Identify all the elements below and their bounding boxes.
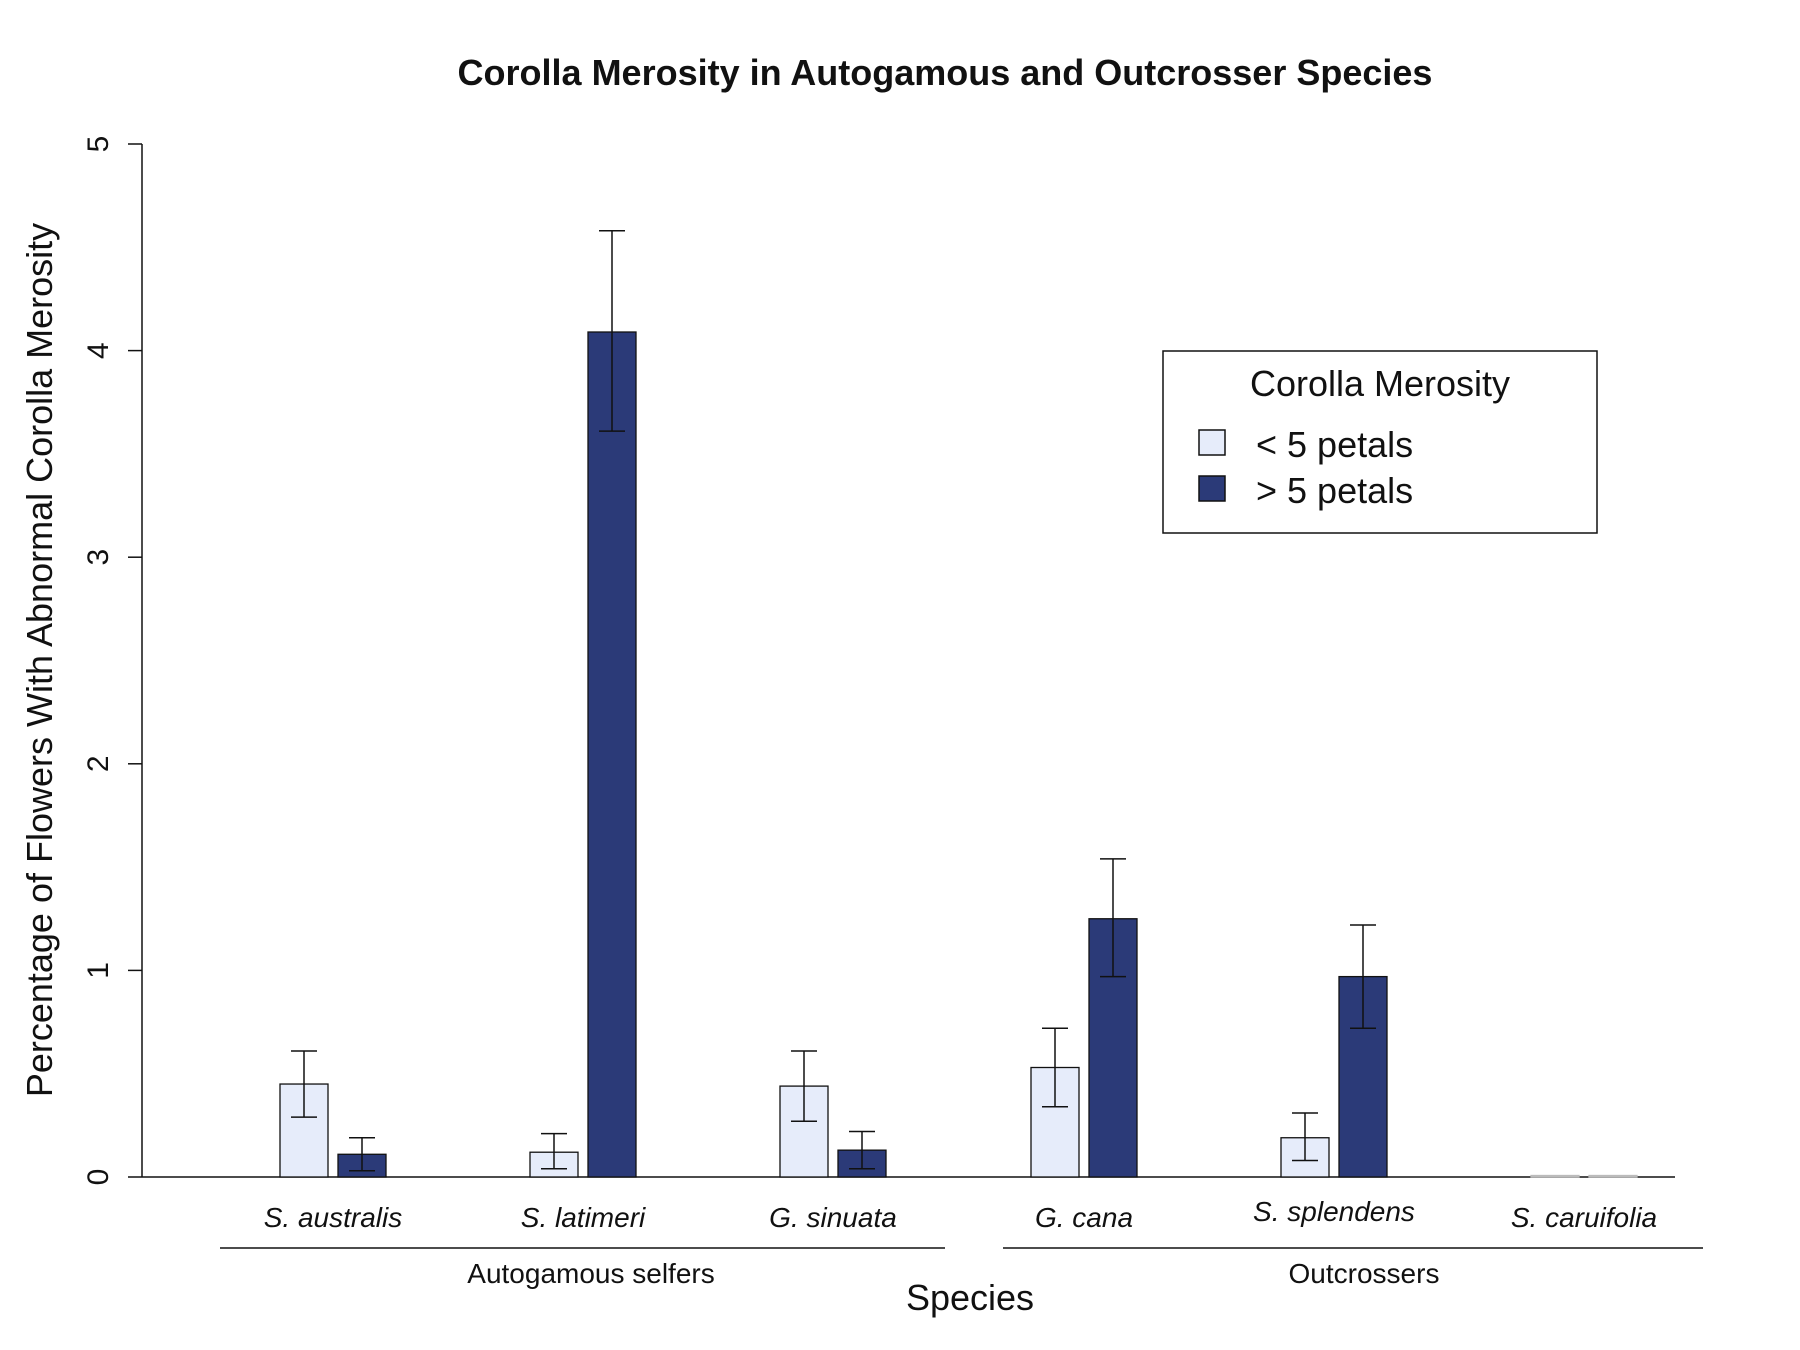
legend-swatch-less xyxy=(1198,429,1226,456)
bar xyxy=(587,331,637,1178)
x-tick-label: S. splendens xyxy=(1253,1196,1415,1227)
legend-box xyxy=(1162,350,1598,534)
y-tick-label: 2 xyxy=(82,755,115,772)
legend-swatch-more xyxy=(1198,475,1226,502)
group-brackets: Autogamous selfers Outcrossers xyxy=(220,1247,1703,1289)
legend: Corolla Merosity < 5 petals > 5 petals xyxy=(1162,350,1598,534)
chart-title: Corolla Merosity in Autogamous and Outcr… xyxy=(458,52,1433,93)
y-tick-label: 3 xyxy=(82,549,115,566)
y-axis-label: Percentage of Flowers With Abnormal Coro… xyxy=(19,223,60,1097)
y-tick-label: 4 xyxy=(82,342,115,359)
x-tick-label: S. australis xyxy=(264,1202,403,1233)
legend-title: Corolla Merosity xyxy=(1250,363,1510,404)
x-tick-label: S. latimeri xyxy=(521,1202,646,1233)
y-axis: 0 1 2 3 4 5 xyxy=(82,136,143,1186)
category-labels: S. australis S. latimeri G. sinuata G. cana… xyxy=(264,1196,1657,1233)
group-label: Autogamous selfers xyxy=(467,1258,714,1289)
bar xyxy=(1530,1174,1580,1178)
legend-entry-less: < 5 petals xyxy=(1256,424,1413,465)
bar xyxy=(1588,1174,1638,1178)
bars xyxy=(279,230,1638,1178)
x-tick-label: G. cana xyxy=(1035,1202,1133,1233)
y-tick-label: 0 xyxy=(82,1169,115,1186)
group-label: Outcrossers xyxy=(1289,1258,1440,1289)
x-axis-label: Species xyxy=(906,1277,1034,1318)
legend-entry-more: > 5 petals xyxy=(1256,470,1413,511)
x-tick-label: S. caruifolia xyxy=(1511,1202,1657,1233)
y-tick-label: 5 xyxy=(82,136,115,153)
x-tick-label: G. sinuata xyxy=(769,1202,897,1233)
y-tick-label: 1 xyxy=(82,962,115,979)
